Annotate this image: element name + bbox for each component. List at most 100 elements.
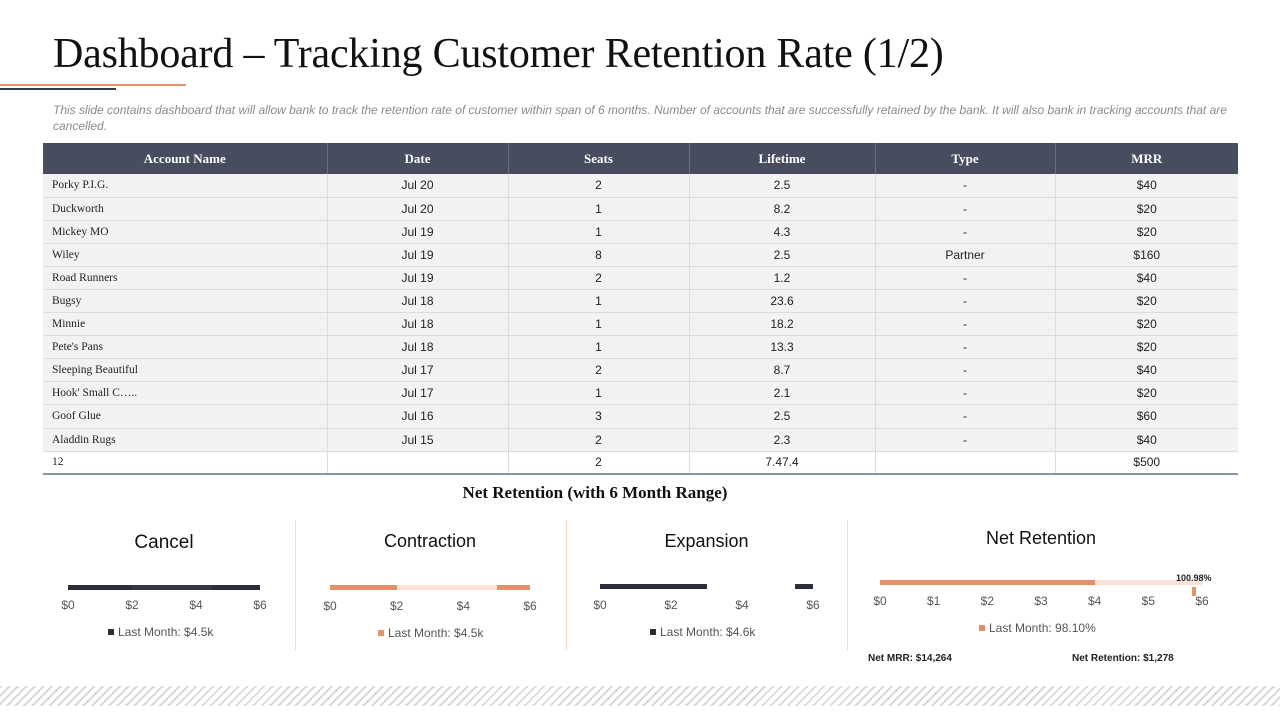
column-header-type: Type — [875, 143, 1056, 174]
cell-type: - — [875, 404, 1056, 429]
contraction-legend-label: Last Month: $4.5k — [388, 626, 484, 640]
panel-divider — [566, 520, 567, 650]
cell-date: Jul 18 — [327, 312, 509, 337]
table-row: Wiley Jul 19 8 2.5 Partner $160 — [43, 243, 1238, 267]
table-row: Porky P.I.G. Jul 20 2 2.5- $40 — [43, 174, 1238, 198]
cell-type: - — [875, 174, 1056, 198]
cell-account-name: Sleeping Beautiful — [43, 358, 328, 383]
panel-divider — [847, 520, 848, 650]
cell-lifetime: 2.5 — [689, 243, 876, 267]
cell-seats: 2 — [508, 358, 690, 383]
cell-account-name: Bugsy — [43, 289, 328, 314]
cell-account-name: Duckworth — [43, 197, 328, 221]
cell-seats: 1 — [508, 220, 690, 244]
chart-bar-segment — [795, 584, 813, 589]
total-cell-mrr: $500 — [1055, 451, 1238, 476]
cell-date: Jul 18 — [327, 335, 509, 360]
column-header-seats: Seats — [508, 143, 690, 174]
cell-date: Jul 19 — [327, 243, 509, 267]
cell-mrr: $160 — [1055, 243, 1238, 267]
net-retention-marker-label: 100.98% — [1176, 573, 1212, 583]
total-cell-date — [327, 451, 509, 476]
column-header-date: Date — [327, 143, 509, 174]
cell-seats: 1 — [508, 312, 690, 337]
axis-tick-label: $2 — [664, 598, 678, 612]
axis-tick-label: $4 — [1087, 594, 1102, 608]
cell-seats: 2 — [508, 266, 690, 290]
axis-tick-label: $4 — [189, 598, 203, 612]
table-header-row: Account Name Date Seats Lifetime Type MR… — [43, 143, 1238, 174]
cell-lifetime: 8.7 — [689, 358, 876, 383]
cell-mrr: $20 — [1055, 381, 1238, 406]
cell-mrr: $20 — [1055, 197, 1238, 221]
axis-tick-label: $0 — [61, 598, 75, 612]
legend-swatch — [378, 630, 384, 636]
cell-type: Partner — [875, 243, 1056, 267]
cell-account-name: Road Runners — [43, 266, 328, 290]
axis-tick-label: $6 — [806, 598, 820, 612]
cell-account-name: Mickey MO — [43, 220, 328, 244]
cell-account-name: Aladdin Rugs — [43, 428, 328, 452]
chart-bar-segment — [396, 585, 497, 590]
contraction-chart-title: Contraction — [383, 531, 477, 551]
column-header-lifetime: Lifetime — [689, 143, 876, 174]
cell-mrr: $20 — [1055, 289, 1238, 314]
accounts-table: Account Name Date Seats Lifetime Type MR… — [43, 143, 1238, 476]
cell-type: - — [875, 312, 1056, 337]
axis-tick-label: $2 — [980, 594, 995, 608]
chart-bar-segment — [330, 585, 397, 590]
footer-hatch-band — [0, 686, 1280, 706]
cell-date: Jul 20 — [327, 197, 509, 221]
cell-mrr: $40 — [1055, 266, 1238, 290]
cell-type: - — [875, 428, 1056, 452]
cell-lifetime: 4.3 — [689, 220, 876, 244]
total-cell-type — [875, 451, 1056, 476]
cell-date: Jul 19 — [327, 266, 509, 290]
total-cell-seats: 2 — [508, 451, 690, 476]
table-row: Hook' Small C….. Jul 17 1 2.1- $20 — [43, 381, 1238, 406]
cell-lifetime: 13.3 — [689, 335, 876, 360]
cancel-chart-title: Cancel — [134, 532, 194, 553]
chart-bar-segment — [1094, 580, 1202, 585]
axis-tick-label: $4 — [456, 599, 471, 613]
cell-type: - — [875, 358, 1056, 383]
cell-account-name: Porky P.I.G. — [43, 174, 328, 198]
legend-swatch — [650, 629, 656, 635]
chart-bar-segment — [212, 585, 260, 590]
table-row: Duckworth Jul 20 1 8.2- $20 — [43, 197, 1238, 221]
table-row: Sleeping Beautiful Jul 17 2 8.7- $40 — [43, 358, 1238, 383]
cell-mrr: $40 — [1055, 358, 1238, 383]
panel-divider — [295, 520, 296, 650]
chart-bar-segment — [68, 585, 132, 590]
table-row: Mickey MO Jul 19 1 4.3- $20 — [43, 220, 1238, 244]
table-row: Goof Glue Jul 16 3 2.5- $60 — [43, 404, 1238, 429]
chart-bar-segment — [132, 585, 212, 590]
cell-lifetime: 23.6 — [689, 289, 876, 314]
net-retention-value: Net Retention: $1,278 — [1072, 653, 1174, 664]
column-header-mrr: MRR — [1055, 143, 1238, 174]
net-mrr-value: Net MRR: $14,264 — [868, 653, 952, 664]
cell-date: Jul 19 — [327, 220, 509, 244]
page-title: Dashboard – Tracking Customer Retention … — [53, 31, 944, 77]
cell-mrr: $20 — [1055, 312, 1238, 337]
cell-seats: 2 — [508, 428, 690, 452]
cell-account-name: Hook' Small C….. — [43, 381, 328, 406]
cell-lifetime: 2.1 — [689, 381, 876, 406]
cell-seats: 3 — [508, 404, 690, 429]
cell-type: - — [875, 220, 1056, 244]
total-cell-lifetime: 7.47.4 — [689, 451, 876, 476]
cell-type: - — [875, 197, 1056, 221]
cell-account-name: Minnie — [43, 312, 328, 337]
cell-seats: 1 — [508, 335, 690, 360]
chart-marker — [1191, 587, 1196, 596]
cell-lifetime: 2.5 — [689, 174, 876, 198]
table-total-row: 12 2 7.47.4 $500 — [43, 451, 1238, 476]
table-row: Bugsy Jul 18 1 23.6- $20 — [43, 289, 1238, 314]
cell-type: - — [875, 266, 1056, 290]
cell-lifetime: 2.3 — [689, 428, 876, 452]
chart-bar-segment — [880, 580, 1095, 585]
net-retention-legend-label: Last Month: 98.10% — [989, 621, 1096, 635]
cell-date: Jul 20 — [327, 174, 509, 198]
cancel-legend-label: Last Month: $4.5k — [118, 625, 214, 639]
cell-lifetime: 8.2 — [689, 197, 876, 221]
